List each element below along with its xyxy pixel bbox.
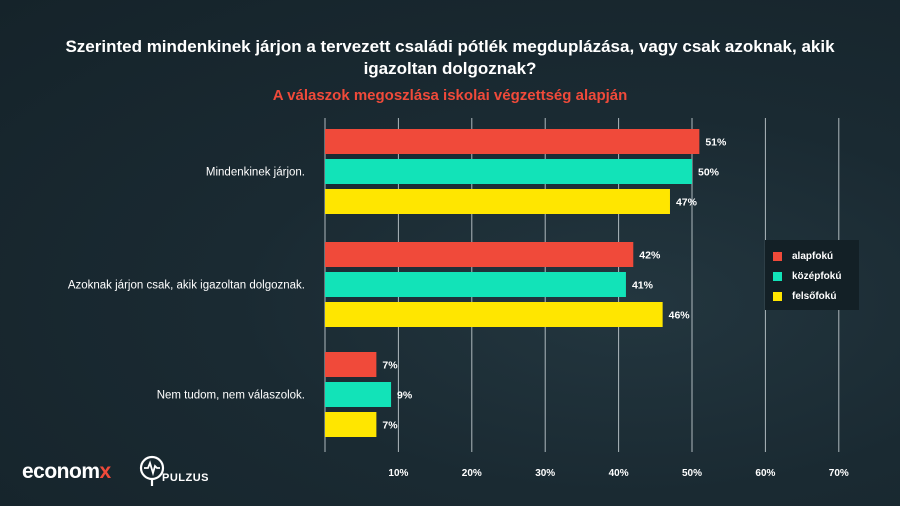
data-label: 42% <box>639 250 661 262</box>
bar <box>325 129 700 154</box>
x-tick-label: 50% <box>682 468 702 479</box>
legend-item-felsofoku: felsőfokú <box>773 286 859 306</box>
pulzus-logo: PULZUS <box>138 454 209 488</box>
data-label: 41% <box>632 280 654 292</box>
legend-swatch-alapfoku <box>773 251 782 261</box>
x-tick-label: 70% <box>829 468 849 479</box>
bar <box>325 352 377 377</box>
legend-label-felsofoku: felsőfokú <box>792 290 837 302</box>
x-tick-label: 10% <box>388 468 408 479</box>
legend-label-kozepfoku: középfokú <box>792 270 842 282</box>
bar <box>325 272 626 297</box>
pulzus-icon <box>139 455 165 486</box>
data-label: 46% <box>669 310 691 322</box>
data-label: 7% <box>382 420 398 432</box>
data-label: 7% <box>382 360 398 372</box>
bar <box>325 189 670 214</box>
data-label: 47% <box>676 197 698 209</box>
legend-label-alapfoku: alapfokú <box>792 250 834 262</box>
chart-title-line-1: Szerinted mindenkinek járjon a tervezett… <box>65 37 835 56</box>
category-label: Mindenkinek járjon. <box>206 167 305 179</box>
x-tick-label: 60% <box>755 468 775 479</box>
legend-swatch-felsofoku <box>773 291 782 301</box>
bar <box>325 382 392 407</box>
legend-swatch-kozepfoku <box>773 271 782 281</box>
legend: alapfokú középfokú felsőfokú <box>765 240 859 310</box>
x-tick-label: 40% <box>609 468 629 479</box>
data-label: 9% <box>397 390 413 402</box>
category-label: Nem tudom, nem válaszolok. <box>157 390 305 402</box>
data-label: 51% <box>705 137 727 149</box>
pulzus-label: PULZUS <box>162 472 209 484</box>
legend-item-alapfoku: alapfokú <box>773 246 859 266</box>
chart-title: Szerinted mindenkinek járjon a tervezett… <box>0 36 900 80</box>
economx-logo: economx <box>22 460 111 483</box>
x-tick-label: 30% <box>535 468 555 479</box>
category-label: Azoknak járjon csak, akik igazoltan dolg… <box>68 280 305 292</box>
bar <box>325 412 377 437</box>
bar <box>325 159 692 184</box>
chart-subtitle: A válaszok megoszlása iskolai végzettség… <box>272 87 628 104</box>
bar <box>325 302 663 327</box>
data-label: 50% <box>698 167 720 179</box>
legend-item-kozepfoku: középfokú <box>773 266 859 286</box>
x-tick-label: 20% <box>462 468 482 479</box>
chart-title-line-2: igazoltan dolgoznak? <box>363 59 537 78</box>
bar <box>325 242 634 267</box>
